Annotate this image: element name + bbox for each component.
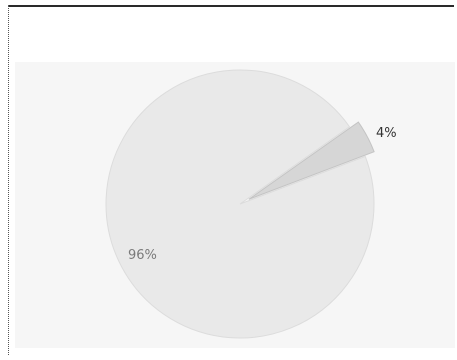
- slice-label-96: 96%: [128, 248, 157, 263]
- slice-label-4: 4%: [376, 126, 397, 141]
- pie-slice-96: [105, 69, 375, 339]
- pie-slice-4: [248, 121, 375, 200]
- frame-left-border: [8, 5, 9, 355]
- frame-top-border: [8, 5, 454, 7]
